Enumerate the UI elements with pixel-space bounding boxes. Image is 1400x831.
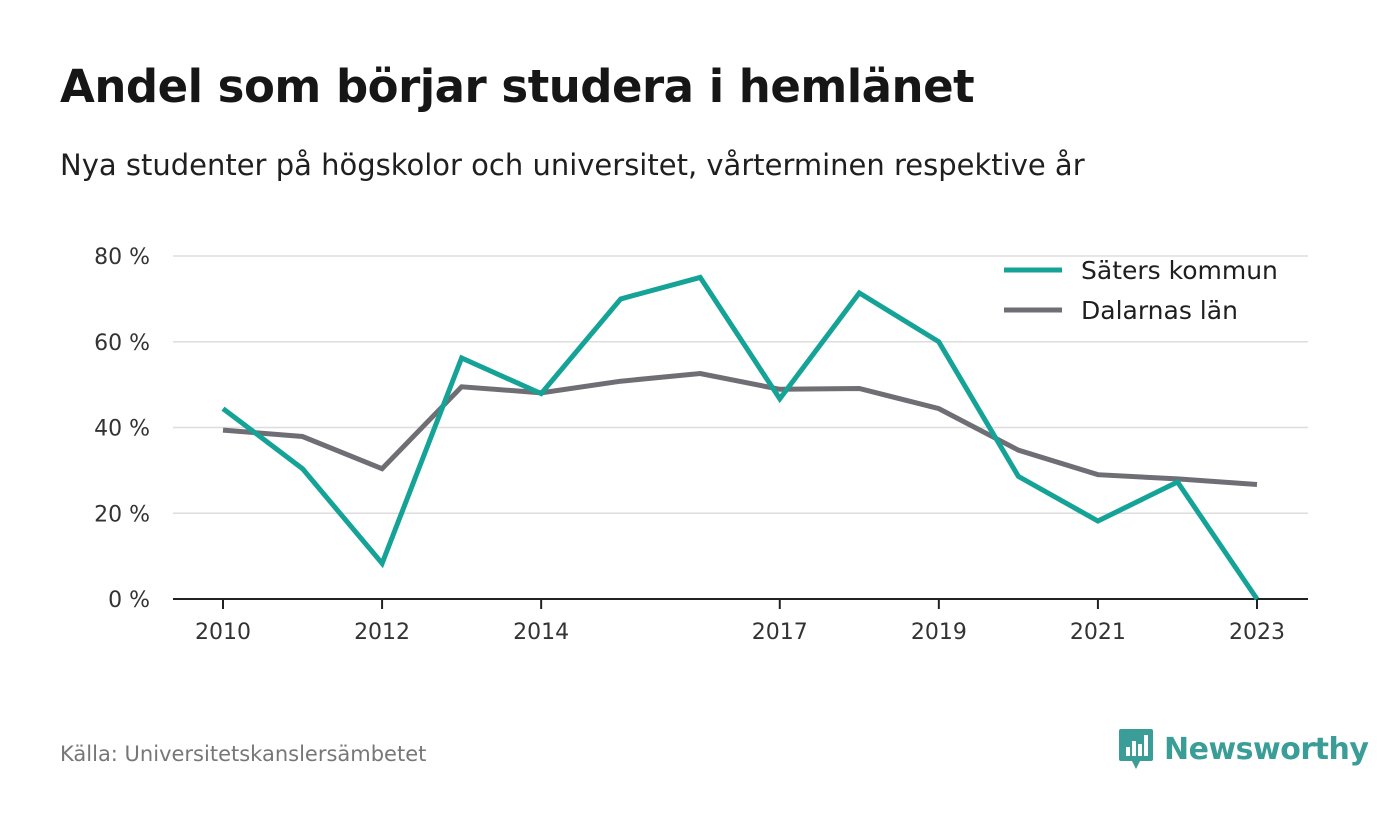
series-line-1 <box>221 274 1260 601</box>
legend: Säters kommun Dalarnas län <box>1004 256 1278 325</box>
newsworthy-logo-icon <box>1119 729 1153 769</box>
series-line-2 <box>222 370 1258 487</box>
series-lines <box>221 274 1260 601</box>
x-tick-label: 2021 <box>1070 620 1126 645</box>
line-chart: 0 % 20 % 40 % 60 % 80 % 2010 2012 2014 2017 2019… <box>94 245 1308 645</box>
y-tick-label: 0 % <box>108 588 150 613</box>
y-tick-label: 40 % <box>94 417 150 442</box>
x-tick-label: 2019 <box>911 620 967 645</box>
x-tick-label: 2010 <box>195 620 251 645</box>
brand-name: Newsworthy <box>1164 731 1369 767</box>
y-axis-ticks: 0 % 20 % 40 % 60 % 80 % <box>94 245 150 613</box>
chart-title: Andel som börjar studera i hemlänet <box>60 60 975 113</box>
x-tick-label: 2014 <box>513 620 569 645</box>
y-tick-label: 20 % <box>94 502 150 527</box>
legend-label-2: Dalarnas län <box>1081 296 1238 325</box>
chart-subtitle: Nya studenter på högskolor och universit… <box>60 148 1085 182</box>
x-tick-label: 2017 <box>752 620 808 645</box>
x-tick-label: 2012 <box>354 620 410 645</box>
legend-label-1: Säters kommun <box>1081 256 1278 285</box>
brand: Newsworthy <box>1118 727 1369 771</box>
x-axis: 2010 2012 2014 2017 2019 2021 2023 <box>173 598 1308 645</box>
y-tick-label: 80 % <box>94 245 150 270</box>
x-tick-label: 2023 <box>1229 620 1285 645</box>
y-tick-label: 60 % <box>94 331 150 356</box>
source-note: Källa: Universitetskanslersämbetet <box>60 742 427 766</box>
